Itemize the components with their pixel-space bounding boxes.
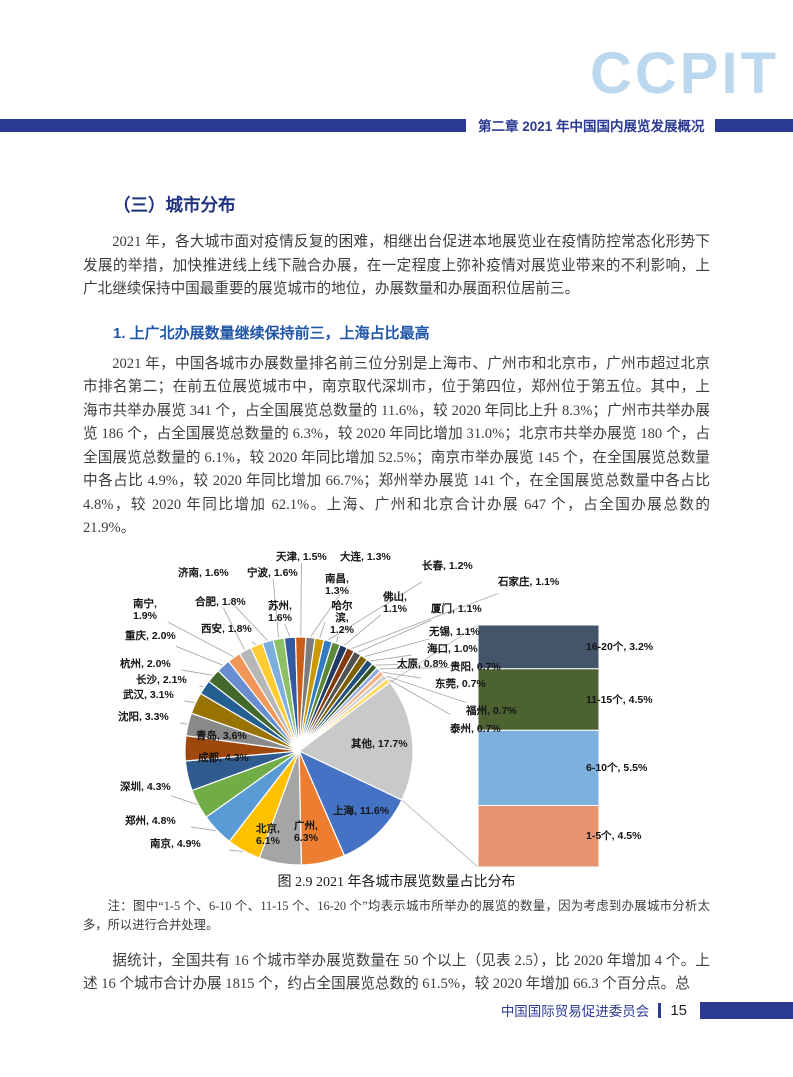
leader-line	[170, 794, 198, 805]
leader-line	[379, 666, 451, 669]
leader-line	[272, 578, 280, 638]
leader-line	[386, 675, 467, 703]
pie-slice-label: 广州, 6.3%	[294, 819, 318, 844]
pie-slice-label: 东莞, 0.7%	[435, 677, 486, 690]
footer-rule	[700, 1001, 793, 1019]
footer-divider	[658, 1002, 662, 1018]
leader-line	[228, 849, 244, 852]
leader-line	[343, 614, 381, 646]
chapter-header-bar: 第二章 2021 年中国国内展览发展概况	[0, 115, 793, 135]
pie-slice-label: 深圳, 4.3%	[120, 780, 171, 793]
page-footer: 中国国际贸易促进委员会 15	[0, 1000, 793, 1020]
pie-slice-label: 南京, 4.9%	[150, 837, 201, 850]
paragraph-3: 据统计，全国共有 16 个城市举办展览数量在 50 个以上（见表 2.5），比 …	[83, 952, 710, 993]
pie-slice-label: 郑州, 4.8%	[125, 814, 176, 827]
pie-slice-label: 合肥, 1.8%	[195, 595, 246, 608]
leader-line	[180, 722, 188, 725]
pie-slice-label: 西安, 1.8%	[201, 622, 252, 635]
pie-slice-label: 无锡, 1.1%	[429, 625, 480, 638]
connector-line	[401, 799, 479, 867]
pie-slice	[297, 681, 414, 801]
chapter-title: 第二章 2021 年中国国内展览发展概况	[478, 119, 705, 134]
paragraph-2: 2021 年，中国各城市办展数量排名前三位分别是上海市、广州市和北京市，广州市超…	[83, 355, 710, 537]
header-rule-right	[714, 118, 793, 132]
pie-slice-label: 太原, 0.8%	[397, 657, 448, 670]
leader-line	[389, 678, 451, 715]
bar-segment	[477, 729, 600, 806]
chart-canvas	[167, 562, 600, 867]
leader-line	[375, 663, 398, 666]
leader-line	[228, 598, 268, 641]
leader-line	[175, 645, 223, 666]
leader-line	[223, 607, 246, 650]
pie-slice-label: 泰州, 0.7%	[450, 722, 501, 735]
pie-slice-label: 杭州, 2.0%	[120, 657, 171, 670]
leader-line	[199, 685, 204, 687]
pie-slice-label: 哈尔 滨, 1.2%	[330, 599, 354, 636]
pie-slice-label: 天津, 1.5%	[276, 550, 327, 563]
leader-line	[167, 621, 234, 657]
bar-segment	[477, 667, 600, 731]
pie-slice-label: 济南, 1.6%	[178, 566, 229, 579]
subsection-heading: 1. 上广北办展数量继续保持前三，上海占比最高	[113, 324, 430, 342]
leader-line	[284, 623, 291, 637]
leader-line	[382, 671, 421, 678]
pie-slice-label: 石家庄, 1.1%	[498, 575, 560, 588]
leader-line	[181, 669, 213, 676]
paragraph-1: 2021 年，各大城市面对疫情反复的困难，相继出台促进本地展览业在疫情防控常态化…	[83, 234, 710, 297]
bar-segment-label: 6-10个, 5.5%	[586, 761, 648, 774]
figure-note: 注：图中“1-5 个、6-10 个、11-15 个、16-20 个”均表示城市所…	[83, 898, 710, 933]
figure-2-9-chart: 16-20个, 3.2% 11-15个, 4.5% 6-10个, 5.5% 1-5个,…	[83, 545, 723, 869]
pie-slice-label: 武汉, 3.1%	[123, 688, 174, 701]
leader-line	[190, 826, 217, 831]
leader-line	[319, 621, 326, 638]
pie-slice-label: 青岛, 3.6%	[196, 729, 247, 742]
ccpit-logo: CCPIT	[590, 41, 779, 106]
bar-segment	[477, 624, 600, 669]
leader-line	[351, 592, 499, 649]
bar-segment-label: 11-15个, 4.5%	[586, 693, 653, 706]
pie-slice-label: 北京, 6.1%	[256, 822, 280, 847]
page-content: （三）城市分布 2021 年，各大城市面对疫情反复的困难，相继出台促进本地展览业…	[83, 192, 710, 997]
figure-caption: 图 2.9 2021 年各城市展览数量占比分布	[277, 874, 516, 890]
pie-slice-label: 成都, 4.3%	[198, 751, 249, 764]
bar-segment-label: 1-5个, 4.5%	[586, 829, 642, 842]
section-heading: （三）城市分布	[113, 195, 236, 215]
pie-slice	[298, 677, 391, 751]
bar-segment-label: 16-20个, 3.2%	[586, 640, 654, 653]
leader-line	[184, 700, 195, 703]
pie-slice-label: 长春, 1.2%	[422, 559, 473, 572]
page-number: 15	[670, 1001, 687, 1019]
leader-line	[300, 562, 302, 636]
pie-slice-label: 宁波, 1.6%	[247, 566, 298, 579]
bar-segment	[477, 804, 600, 867]
pie-slice-label: 海口, 1.0%	[427, 642, 478, 655]
pie-slice-label: 上海, 11.6%	[333, 804, 390, 817]
pie-slice-label: 南宁, 1.9%	[133, 597, 157, 622]
footer-organization: 中国国际贸易促进委员会	[500, 1004, 650, 1019]
pie-slice-label: 其他, 17.7%	[351, 737, 408, 750]
pie-slice-label: 重庆, 2.0%	[125, 629, 176, 642]
pie-slice-label: 大连, 1.3%	[340, 550, 391, 563]
leader-line	[310, 593, 341, 637]
pie-slice-label: 福州, 0.7%	[466, 704, 517, 717]
pie-slice-label: 佛山, 1.1%	[383, 590, 407, 615]
connector-line	[389, 624, 479, 683]
pie-slice-label: 苏州, 1.6%	[268, 599, 292, 624]
leader-line	[357, 619, 432, 653]
pie-slice-label: 贵阳, 0.7%	[450, 660, 501, 673]
header-rule-left	[0, 118, 466, 132]
leader-line	[364, 638, 430, 657]
pie-slice-label: 厦门, 1.1%	[431, 602, 482, 615]
pie-slice	[297, 749, 403, 856]
pie-slice-label: 南昌, 1.3%	[325, 572, 349, 597]
leader-line	[251, 641, 257, 645]
pie-slice-label: 沈阳, 3.3%	[118, 710, 169, 723]
leader-line	[336, 635, 339, 642]
pie-slice-label: 长沙, 2.1%	[136, 673, 187, 686]
leader-line	[328, 580, 423, 640]
leader-line	[370, 654, 412, 661]
